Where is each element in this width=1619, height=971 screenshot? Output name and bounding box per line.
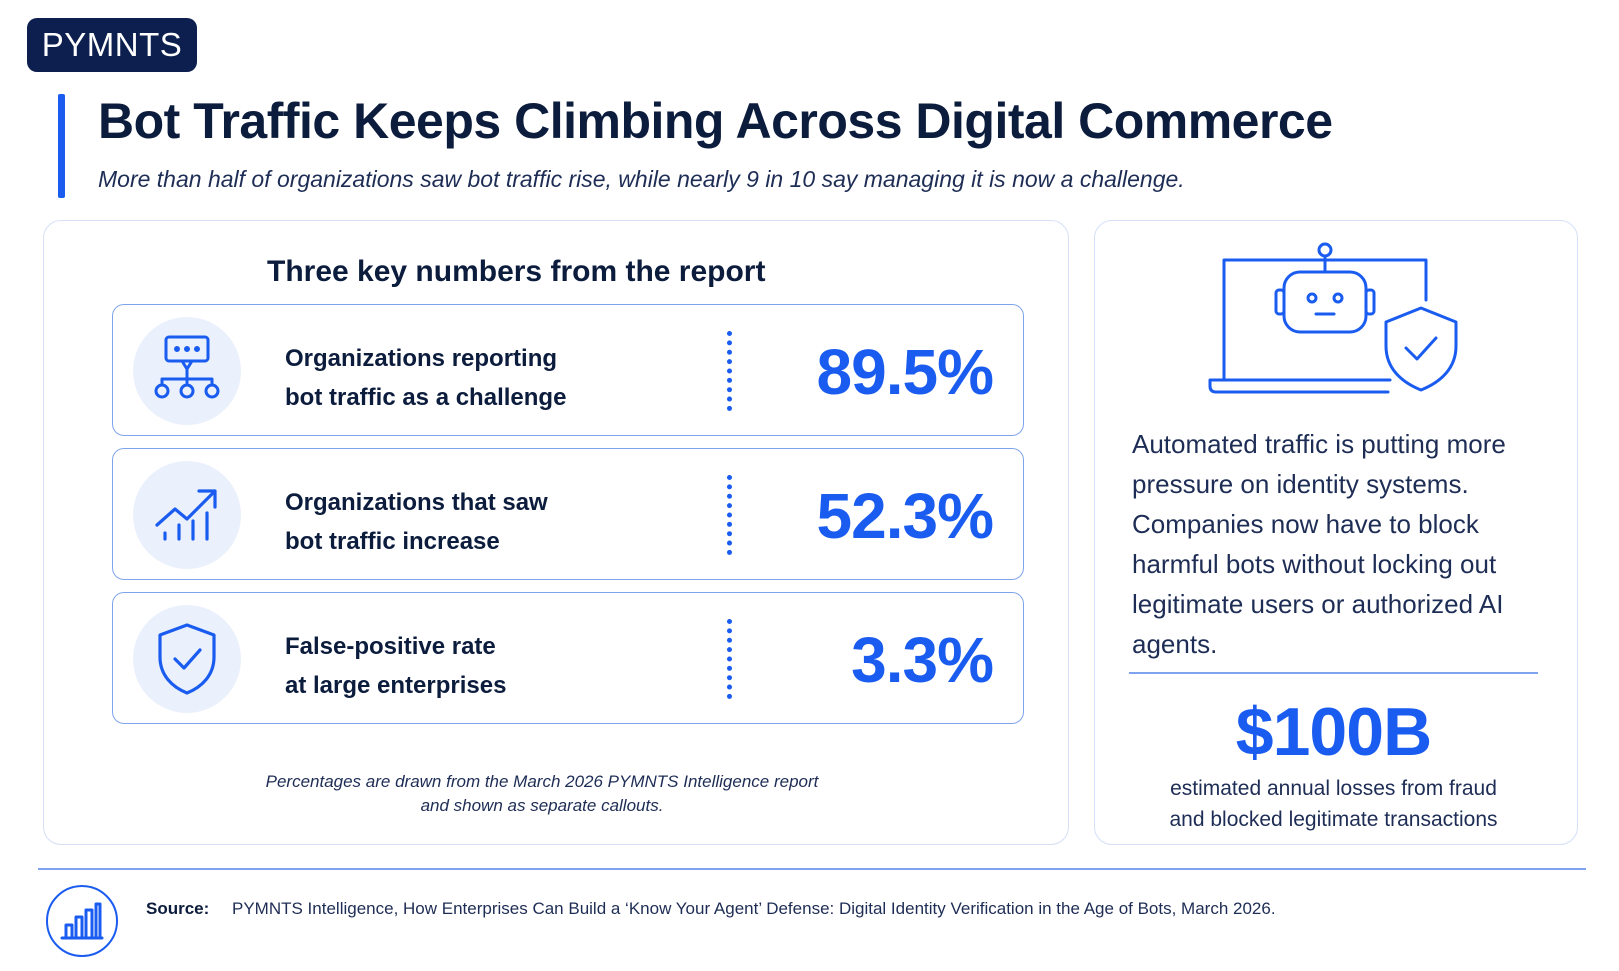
bar-chart-icon: [46, 885, 118, 957]
dotted-divider: [727, 619, 732, 699]
dotted-divider: [727, 475, 732, 555]
divider: [38, 868, 1586, 870]
stat-label: Organizations reporting bot traffic as a…: [285, 345, 567, 411]
key-numbers-panel: [43, 220, 1069, 845]
page-subtitle: More than half of organizations saw bot …: [98, 166, 1185, 192]
stat-card-challenge: Organizations reporting bot traffic as a…: [112, 304, 1024, 436]
page-title: Bot Traffic Keeps Climbing Across Digita…: [98, 93, 1333, 149]
trend-up-chart-icon: [133, 461, 241, 569]
big-number: $100B: [1235, 694, 1432, 770]
key-numbers-heading: Three key numbers from the report: [267, 255, 766, 288]
big-number-caption: estimated annual losses from fraud and b…: [1169, 777, 1498, 831]
title-accent-bar: [58, 94, 65, 198]
robot-laptop-shield-icon: [1208, 242, 1482, 402]
stat-value: 89.5%: [816, 336, 994, 408]
stat-label: False-positive rate at large enterprises: [285, 633, 507, 699]
stat-card-false-positive: False-positive rate at large enterprises…: [112, 592, 1024, 724]
divider: [1129, 672, 1538, 674]
source-label: Source:: [146, 899, 210, 918]
stat-label: Organizations that saw bot traffic incre…: [285, 489, 548, 555]
stat-value: 52.3%: [816, 480, 994, 552]
source-citation: PYMNTS Intelligence, How Enterprises Can…: [232, 899, 1276, 918]
side-panel: [1094, 220, 1578, 845]
stat-card-increase: Organizations that saw bot traffic incre…: [112, 448, 1024, 580]
chat-network-icon: [133, 317, 241, 425]
brand-logo: PYMNTS: [27, 18, 197, 72]
side-panel-body: Automated traffic is putting more pressu…: [1132, 429, 1506, 659]
dotted-divider: [727, 331, 732, 411]
shield-check-icon: [133, 605, 241, 713]
stat-value: 3.3%: [851, 624, 994, 696]
footnote: Percentages are drawn from the March 202…: [265, 772, 819, 815]
